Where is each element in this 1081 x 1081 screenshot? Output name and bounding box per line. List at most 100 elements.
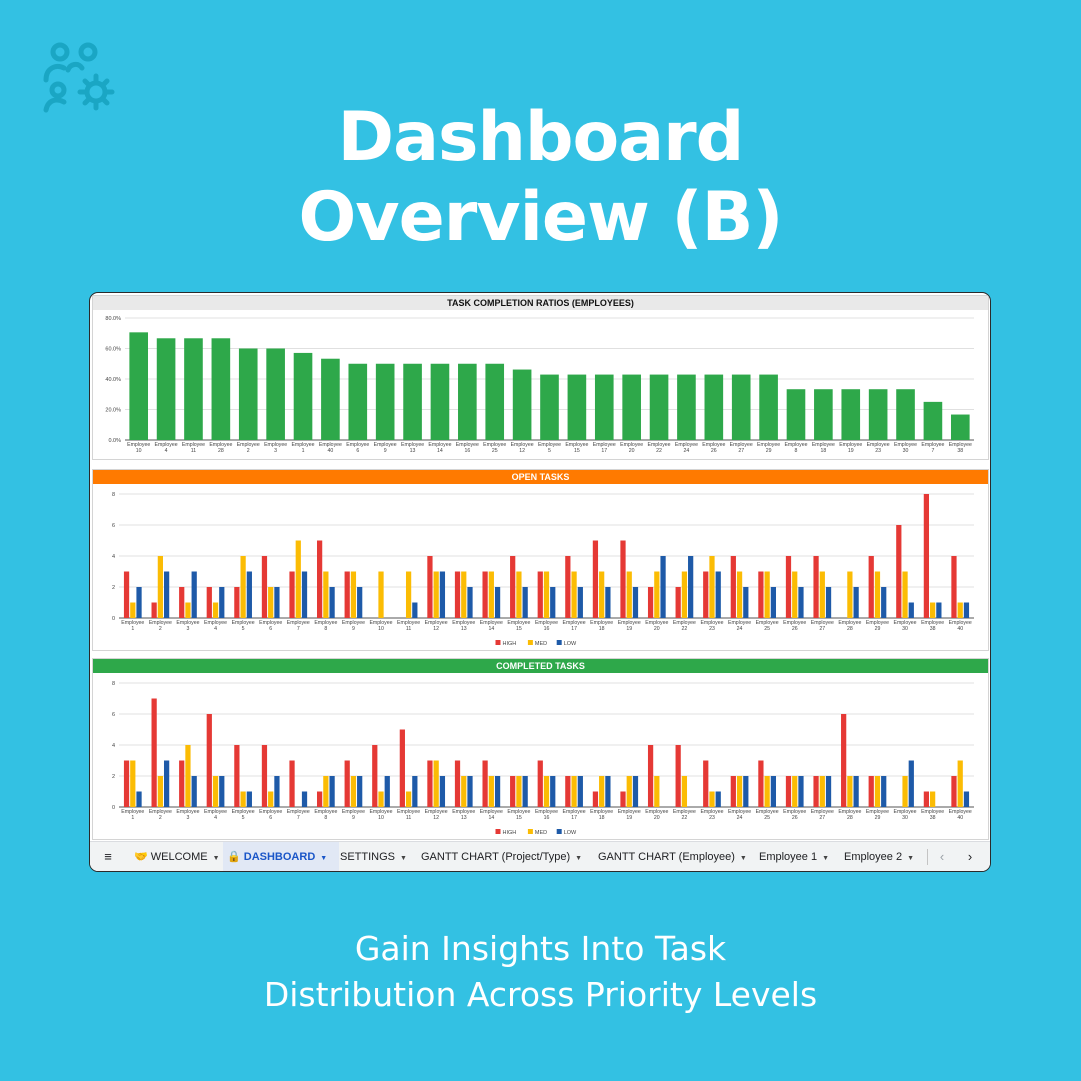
x-tick-label: Employee xyxy=(756,809,779,815)
x-tick-label: 8 xyxy=(795,448,798,454)
open-tasks-plot: 02468Employee1Employee2Employee3Employee… xyxy=(112,492,974,647)
bar-low xyxy=(219,776,225,807)
bar-high xyxy=(372,745,378,807)
bar-med xyxy=(681,776,688,807)
bar-med xyxy=(378,791,384,807)
tab-gantt-project[interactable]: GANTT CHART (Project/Type) ▼ xyxy=(417,842,586,871)
x-tick-label: Employee xyxy=(232,620,255,626)
bar-low xyxy=(743,587,749,618)
bar-med xyxy=(378,571,384,618)
x-tick-label: 29 xyxy=(875,626,881,632)
bar-med xyxy=(130,760,136,807)
x-tick-label: Employee xyxy=(563,620,586,626)
bar-high xyxy=(234,745,240,807)
x-tick-label: Employee xyxy=(949,809,972,815)
bar-low xyxy=(329,776,335,807)
tab-welcome[interactable]: 🤝 WELCOME ▼ xyxy=(130,842,224,871)
bar-med xyxy=(157,776,163,807)
bar-low xyxy=(439,571,446,618)
tab-dashboard[interactable]: 🔒 DASHBOARD ▼ xyxy=(223,842,339,871)
x-tick-label: 28 xyxy=(218,448,224,454)
tab-label: Employee 1 xyxy=(759,851,818,863)
x-tick-label: Employee xyxy=(702,442,725,448)
x-tick-label: 2 xyxy=(159,626,162,632)
x-tick-label: Employee xyxy=(866,809,889,815)
bar-low xyxy=(163,760,170,807)
chevron-down-icon: ▼ xyxy=(400,855,407,862)
bar xyxy=(704,374,724,440)
bar-med xyxy=(461,571,467,618)
completion-ratio-plot: 0.0%20.0%40.0%60.0%80.0%Employee10Employ… xyxy=(105,316,974,454)
legend-label: HIGH xyxy=(503,830,517,836)
bar-med xyxy=(157,556,163,618)
dashboard-charts: TASK COMPLETION RATIOS (EMPLOYEES) 0.0% 2… xyxy=(90,293,990,841)
x-tick-label: Employee xyxy=(590,809,613,815)
x-tick-label: 1 xyxy=(131,815,134,821)
bar-low xyxy=(825,776,832,807)
tab-employee-1[interactable]: Employee 1 ▼ xyxy=(755,842,833,871)
bar-high xyxy=(510,556,516,618)
bar-med xyxy=(212,602,219,618)
x-tick-label: 16 xyxy=(544,815,550,821)
x-tick-label: Employee xyxy=(949,620,972,626)
tab-gantt-employee[interactable]: GANTT CHART (Employee) ▼ xyxy=(594,842,751,871)
x-tick-label: Employee xyxy=(648,442,671,448)
x-tick-label: 22 xyxy=(682,626,688,632)
y-tick-label: 8 xyxy=(112,681,115,687)
x-tick-label: 15 xyxy=(574,448,580,454)
tab-settings[interactable]: SETTINGS ▼ xyxy=(336,842,411,871)
x-tick-label: 14 xyxy=(488,815,494,821)
x-tick-label: Employee xyxy=(894,442,917,448)
tab-employee-2[interactable]: Employee 2 ▼ xyxy=(840,842,918,871)
x-tick-label: Employee xyxy=(176,620,199,626)
bar-low xyxy=(715,791,721,807)
x-tick-label: Employee xyxy=(783,620,806,626)
x-tick-label: Employee xyxy=(618,809,641,815)
bar-high xyxy=(454,571,461,618)
bar-low xyxy=(605,776,611,807)
bar xyxy=(567,374,587,440)
x-tick-label: 18 xyxy=(599,815,605,821)
x-tick-label: Employee xyxy=(176,809,199,815)
bar-high xyxy=(592,540,599,618)
scroll-tabs-right-button[interactable]: › xyxy=(960,842,980,871)
x-tick-label: 4 xyxy=(165,448,168,454)
bar-high xyxy=(565,776,571,807)
y-tick-label: 4 xyxy=(112,743,115,749)
x-tick-label: 12 xyxy=(433,815,439,821)
x-tick-label: Employee xyxy=(428,442,451,448)
all-sheets-button[interactable]: ≡ xyxy=(94,842,122,871)
bar-low xyxy=(577,776,583,807)
x-tick-label: Employee xyxy=(209,442,232,448)
x-tick-label: Employee xyxy=(121,620,144,626)
bar-high xyxy=(620,791,626,807)
y-tick-label: 6 xyxy=(112,523,115,529)
x-tick-label: 7 xyxy=(931,448,934,454)
hamburger-menu-icon: ≡ xyxy=(104,849,112,864)
bar-med xyxy=(626,571,632,618)
bar-low xyxy=(191,571,197,618)
spreadsheet-window: TASK COMPLETION RATIOS (EMPLOYEES) 0.0% 2… xyxy=(89,292,991,872)
x-tick-label: Employee xyxy=(342,809,365,815)
bar-high xyxy=(206,714,212,807)
x-tick-label: 16 xyxy=(464,448,470,454)
bar xyxy=(759,374,778,440)
bar-low xyxy=(881,776,887,807)
bar-low xyxy=(412,602,418,618)
bar-high xyxy=(785,776,792,807)
bar-low xyxy=(550,776,556,807)
y-tick-label: 0 xyxy=(112,616,115,622)
x-tick-label: 8 xyxy=(324,626,327,632)
bar-med xyxy=(185,745,191,807)
bar-med xyxy=(571,571,577,618)
bar-med xyxy=(543,776,550,807)
bar-high xyxy=(289,571,295,618)
x-tick-label: 25 xyxy=(764,626,770,632)
x-tick-label: 20 xyxy=(654,815,660,821)
bar xyxy=(266,348,285,440)
x-tick-label: 38 xyxy=(930,626,936,632)
bar-high xyxy=(896,525,902,618)
headline: Dashboard Overview (B) xyxy=(0,98,1081,258)
x-tick-label: Employee xyxy=(480,809,503,815)
scroll-tabs-left-button[interactable]: ‹ xyxy=(932,842,952,871)
